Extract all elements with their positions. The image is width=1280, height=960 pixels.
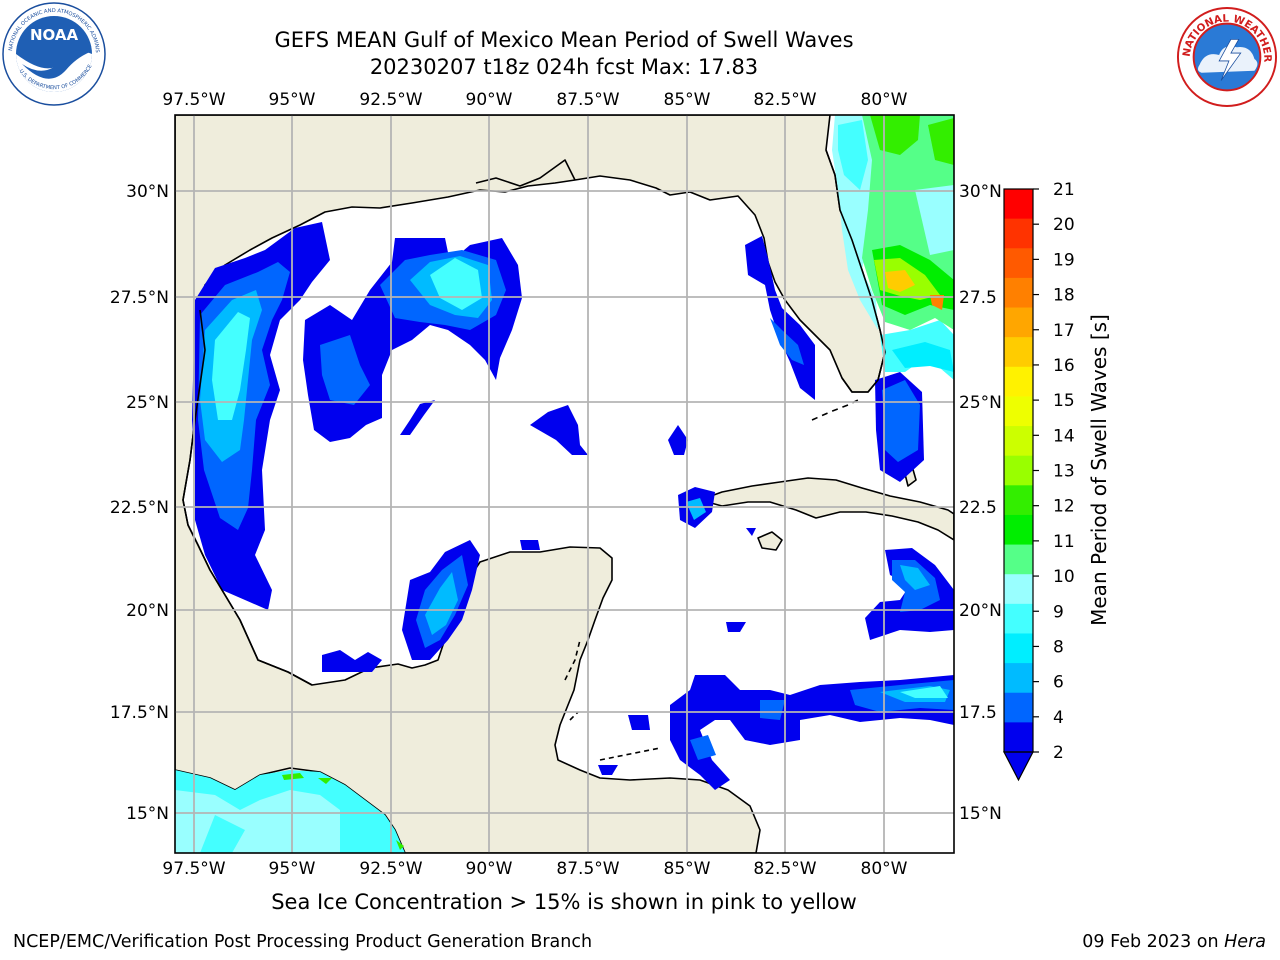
lat-label-left: 15°N — [126, 804, 169, 824]
lon-label-top: 97.5°W — [162, 90, 225, 110]
coastline-layer — [182, 149, 886, 761]
colorbar-tick-label: 21 — [1053, 180, 1075, 200]
lat-label-right: 20°N — [959, 601, 1002, 621]
lon-label-bottom: 95°W — [269, 859, 316, 879]
colorbar-tick-label: 20 — [1053, 215, 1075, 235]
lat-label-right: 27.5 — [959, 288, 997, 308]
colorbar-tick-label: 15 — [1053, 391, 1075, 411]
lon-label-top: 95°W — [269, 90, 316, 110]
colorbar-tick-label: 8 — [1053, 637, 1064, 657]
lat-label-right: 15°N — [959, 804, 1002, 824]
colorbar-tick-label: 18 — [1053, 286, 1075, 306]
colorbar-swatch — [1004, 603, 1033, 634]
lat-label-right: 22.5 — [959, 498, 997, 518]
colorbar-tick-labels: 21 20 19 18 17 16 15 14 13 12 11 10 9 8 6 4 2 — [1033, 180, 1075, 763]
colorbar-swatch — [1004, 574, 1033, 605]
colorbar-swatch — [1004, 633, 1033, 664]
lat-label-left: 25°N — [126, 393, 169, 413]
lat-label-left: 27.5°N — [110, 288, 169, 308]
footer-host: Hera — [1224, 932, 1266, 952]
lat-label-left: 20°N — [126, 601, 169, 621]
colorbar-swatch — [1004, 218, 1033, 249]
footer-date-text: 09 Feb 2023 on — [1082, 932, 1225, 952]
svg-text:NOAA: NOAA — [30, 26, 79, 44]
colorbar-swatch — [1004, 692, 1033, 723]
colorbar-swatch — [1004, 337, 1033, 368]
map-frame — [174, 114, 955, 854]
graticule — [175, 115, 954, 853]
colorbar-swatch — [1004, 189, 1033, 220]
colorbar-tick-label: 14 — [1053, 426, 1075, 446]
lon-label-bottom: 97.5°W — [162, 859, 225, 879]
colorbar-swatch — [1004, 663, 1033, 694]
colorbar-swatch — [1004, 248, 1033, 279]
lon-label-top: 82.5°W — [753, 90, 816, 110]
colorbar-swatch — [1004, 514, 1033, 546]
colorbar-swatch — [1004, 396, 1033, 427]
footer-date: 09 Feb 2023 on Hera — [1082, 932, 1266, 952]
colorbar-swatch — [1004, 307, 1033, 338]
colorbar-tick-label: 2 — [1053, 743, 1064, 763]
lat-label-right: 17.5 — [959, 703, 997, 723]
lon-label-bottom: 87.5°W — [556, 859, 619, 879]
colorbar-tick-label: 13 — [1053, 462, 1075, 482]
colorbar-swatch — [1004, 366, 1033, 397]
lon-label-top: 92.5°W — [359, 90, 422, 110]
lon-label-bottom: 82.5°W — [753, 859, 816, 879]
lon-label-top: 90°W — [466, 90, 513, 110]
colorbar — [1003, 188, 1034, 782]
colorbar-swatch — [1004, 722, 1033, 753]
lat-label-left: 30°N — [126, 182, 169, 202]
colorbar-tick-label: 11 — [1053, 532, 1075, 552]
colorbar-tick-label: 19 — [1053, 250, 1075, 270]
colorbar-swatch — [1004, 277, 1033, 309]
lon-label-bottom: 80°W — [861, 859, 908, 879]
colorbar-extend-arrow — [1003, 751, 1034, 782]
sea-ice-note: Sea Ice Concentration > 15% is shown in … — [271, 890, 857, 914]
colorbar-label: Mean Period of Swell Waves [s] — [1087, 314, 1111, 626]
lat-label-right: 30°N — [959, 182, 1002, 202]
noaa-logo: NOAA NATIONAL OCEANIC AND ATMOSPHERIC AD… — [2, 2, 106, 106]
map-title: GEFS MEAN Gulf of Mexico Mean Period of … — [274, 28, 854, 52]
colorbar-tick-label: 4 — [1053, 708, 1064, 728]
colorbar-tick-label: 17 — [1053, 321, 1075, 341]
colorbar-swatch — [1004, 426, 1033, 457]
footer-credit: NCEP/EMC/Verification Post Processing Pr… — [13, 932, 593, 952]
lon-label-bottom: 90°W — [466, 859, 513, 879]
colorbar-tick-label: 16 — [1053, 356, 1075, 376]
colorbar-tick-label: 9 — [1053, 602, 1064, 622]
colorbar-swatch — [1004, 455, 1033, 486]
colorbar-tick-label: 12 — [1053, 497, 1075, 517]
colorbar-tick-label: 6 — [1053, 673, 1064, 693]
isla-juventud-land — [757, 531, 783, 551]
map-subtitle: 20230207 t18z 024h fcst Max: 17.83 — [369, 55, 759, 79]
lon-label-top: 85°W — [664, 90, 711, 110]
lat-label-right: 25°N — [959, 393, 1002, 413]
lon-label-top: 87.5°W — [556, 90, 619, 110]
lon-label-bottom: 85°W — [664, 859, 711, 879]
swell-field — [175, 115, 954, 853]
lat-label-left: 22.5°N — [110, 498, 169, 518]
lat-label-left: 17.5°N — [110, 703, 169, 723]
lon-label-bottom: 92.5°W — [359, 859, 422, 879]
lon-label-top: 80°W — [861, 90, 908, 110]
colorbar-swatch — [1004, 544, 1033, 575]
nws-logo: NATIONAL WEATHER SERVICE — [1176, 6, 1278, 108]
colorbar-swatch — [1004, 485, 1033, 516]
colorbar-tick-label: 10 — [1053, 567, 1075, 587]
